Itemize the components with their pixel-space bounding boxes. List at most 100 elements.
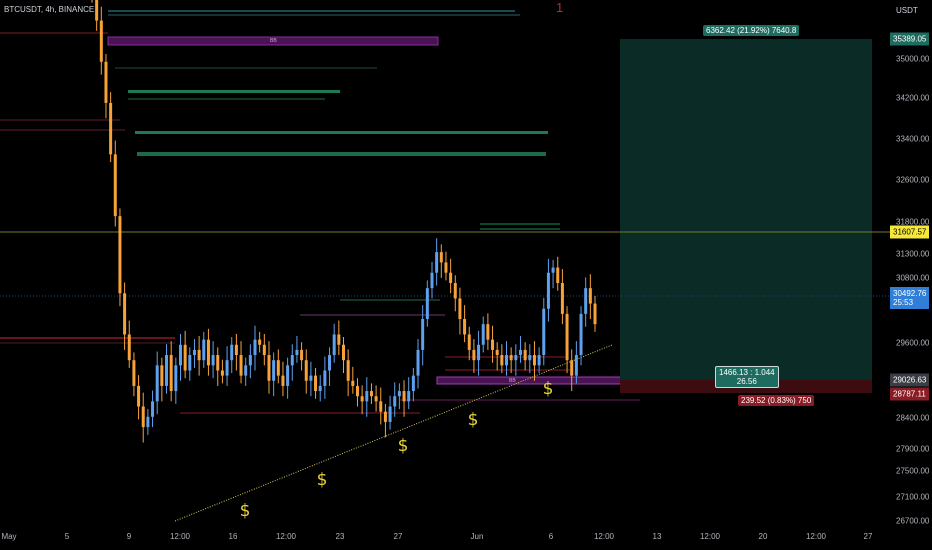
risk-reward-label: 1466.13 : 1.044 26.56 [715,366,779,388]
candle-body [253,339,257,356]
candle-body [104,61,108,103]
candle-body [518,349,522,356]
y-tick-label: 30800.00 [896,273,930,283]
candles [91,0,597,443]
y-tick-label: 31800.00 [896,217,930,227]
candle-body [197,349,201,361]
candle-body [584,288,588,314]
stop-info-label: 239.52 (0.83%) 750 [738,395,815,406]
candle-body [304,360,308,381]
candle-body [458,298,462,320]
x-tick-label: 12:00 [805,532,827,541]
candle-body [560,283,564,314]
y-tick-label: 28400.00 [896,413,930,423]
candle-body [169,355,173,392]
candle-body [425,288,429,320]
y-tick-label: 35000.00 [896,54,930,64]
green-block [137,152,546,156]
dollar-annotation: $ [467,410,479,430]
candle-body [248,355,252,366]
candle-body [481,324,485,345]
x-tick-label: 12:00 [699,532,721,541]
candle-body [593,303,597,325]
last-price-badge: 30492.76 25:53 [890,287,930,309]
candle-body [430,272,434,289]
order-block-lines [0,10,640,414]
candle-body [551,267,555,273]
candle-body [570,360,574,376]
candle-body [472,349,476,361]
candle-body [374,396,378,402]
target-info-label: 6362.42 (21.92%) 7640.8 [703,25,800,36]
candle-body [351,380,355,386]
candle-body [514,355,518,361]
candle-body [141,406,145,428]
target-zone[interactable] [620,39,872,380]
block-label-bb: BB [509,378,516,384]
candle-body [500,355,504,366]
candle-body [449,272,453,284]
trend-line[interactable] [174,344,613,522]
candle-body [421,319,425,350]
purple-breaker-block [436,376,623,385]
candle-body [346,360,350,381]
candle-body [220,370,224,376]
candle-body [542,308,546,356]
candle-body [360,396,364,402]
countdown: 25:53 [893,298,914,307]
y-tick-label: 31300.00 [896,249,930,259]
candle-body [318,385,322,392]
purple-breaker-block [107,36,439,46]
candle-body [365,391,369,402]
y-tick-label: 34200.00 [896,93,930,103]
dollar-annotation: $ [239,501,251,521]
candle-body [281,375,285,386]
rr-qty: 26.56 [736,377,757,386]
position-tool[interactable] [620,39,872,393]
candle-body [588,288,592,304]
x-tick-label: May [1,532,17,541]
candle-body [211,355,215,366]
candle-body [225,360,229,376]
candle-body [290,355,294,366]
candle-body [369,391,373,397]
candle-body [444,262,448,273]
candle-body [202,339,206,361]
candle-body [258,339,262,345]
y-tick-label: 27900.00 [896,444,930,454]
rr-ratio: 1466.13 : 1.044 [719,368,775,377]
x-tick-label: 23 [335,532,345,541]
x-tick-label: Jun [470,532,484,541]
x-tick-label: 12:00 [169,532,191,541]
y-tick-label: 32600.00 [896,175,930,185]
candle-body [239,355,243,376]
x-tick-label: 5 [64,532,70,541]
x-tick-label: 12:00 [593,532,615,541]
green-block [135,131,548,134]
candle-body [397,391,401,397]
y-tick-label: 29600.00 [896,338,930,348]
candle-body [574,355,578,376]
x-tick-label: 6 [548,532,554,541]
symbol-title: BTCUSDT, 4h, BINANCE [4,5,95,14]
candle-body [109,102,113,155]
candle-body [165,355,169,386]
candle-body [379,401,383,412]
candle-body [556,267,560,284]
candle-body [95,0,99,21]
drawing-number: 1 [556,0,564,15]
candle-body [509,355,513,361]
candle-body [188,355,192,371]
candle-body [206,339,210,366]
candle-body [155,365,159,402]
candle-body [230,344,234,361]
hline-price-badge: 31607.57 [890,225,930,239]
candle-body [523,349,527,361]
candle-body [532,355,536,366]
candle-body [295,349,299,356]
candle-body [328,355,332,371]
candle-body [314,375,318,392]
candle-body [486,324,490,340]
x-tick-label: 20 [758,532,768,541]
